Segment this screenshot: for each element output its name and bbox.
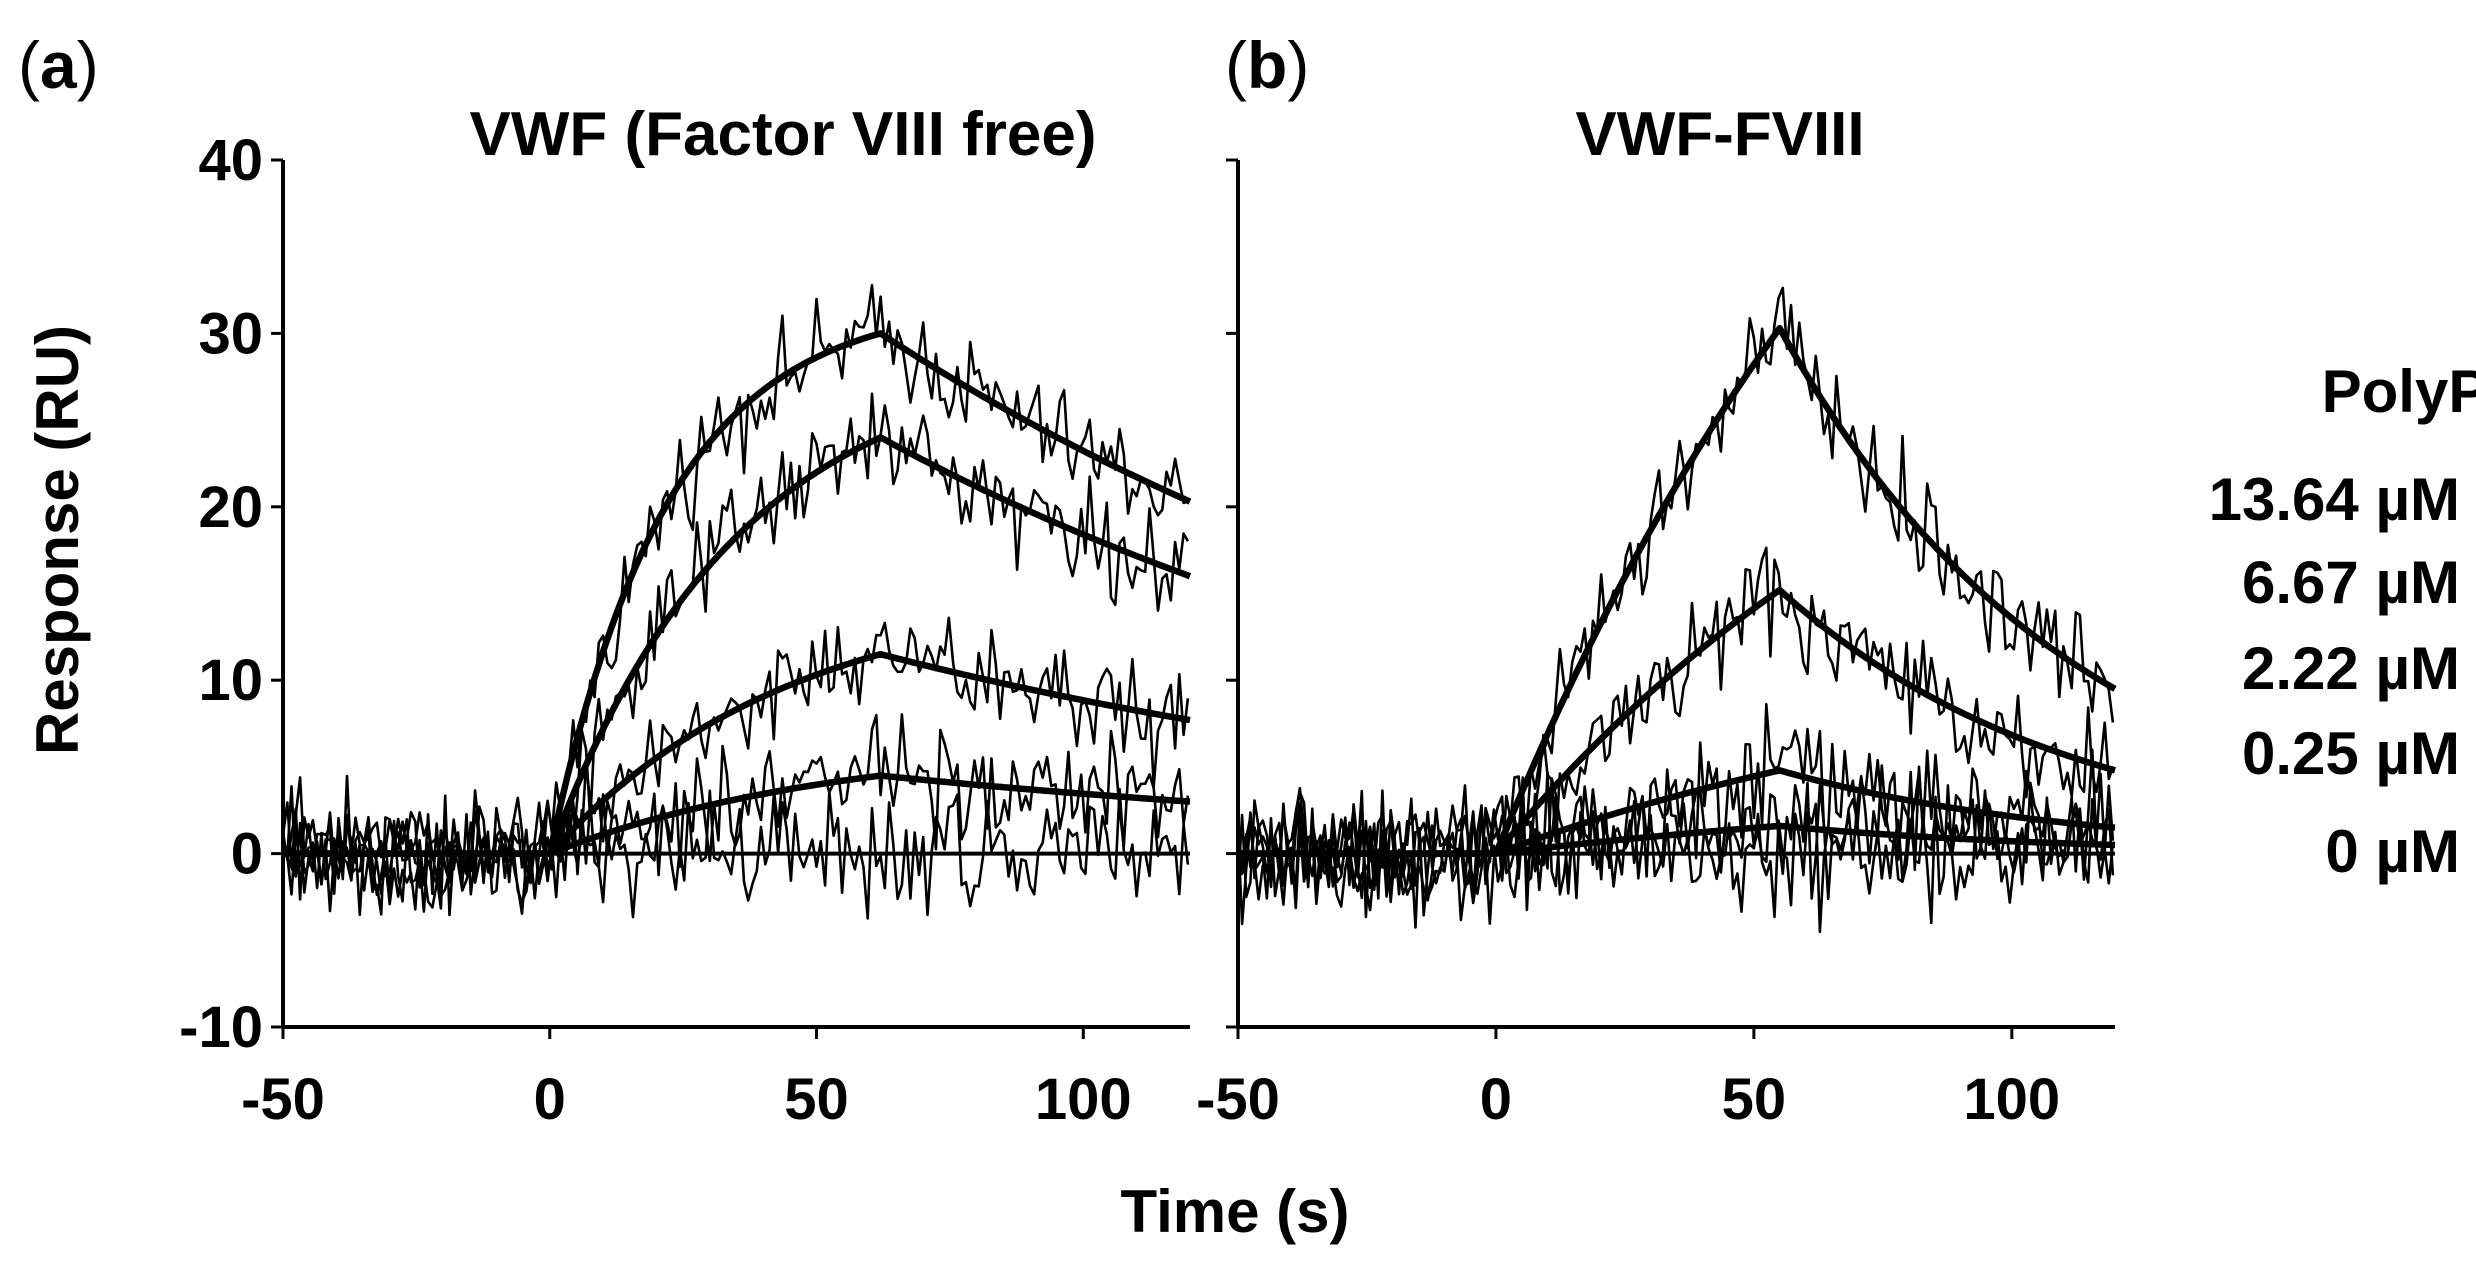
x-tick-label: 0 [1480, 1067, 1512, 1132]
y-tick-label: 0 [231, 822, 263, 887]
raw-trace-13-64-m [281, 283, 1189, 913]
x-tick-label: -50 [241, 1067, 325, 1132]
raw-trace-0-25-m [1236, 764, 2115, 908]
x-tick-label: 50 [1722, 1067, 1787, 1132]
panel-b-raw-traces [1236, 286, 2115, 934]
raw-trace-0-m [281, 787, 1190, 920]
x-tick-label: 100 [1035, 1067, 1132, 1132]
x-tick-label: 0 [534, 1067, 566, 1132]
y-tick-label: 40 [198, 128, 263, 193]
y-tick-label: 30 [198, 301, 263, 366]
panel-b: (b) VWF-FVIII -50 0 50 100 [1196, 28, 2117, 1132]
x-tick-label: -50 [1196, 1067, 1280, 1132]
x-axis-title: Time (s) [1121, 1178, 1350, 1245]
legend-item-2-22: 2.22 µM [2242, 635, 2460, 702]
panel-b-ticks: -50 0 50 100 [1196, 158, 2060, 1132]
x-tick-label: 50 [784, 1067, 849, 1132]
panel-a-label: (a) [18, 28, 99, 102]
legend-item-0-25: 0.25 µM [2242, 720, 2460, 787]
panel-a-title: VWF (Factor VIII free) [470, 100, 1097, 169]
y-tick-label: -10 [179, 995, 263, 1060]
y-axis-title: Response (RU) [24, 325, 91, 755]
panel-b-label: (b) [1225, 28, 1309, 102]
raw-trace-6-67-m [281, 392, 1190, 909]
panel-a-ticks: -10 0 10 20 30 40 -50 0 50 100 [179, 128, 1132, 1132]
panel-a-raw-traces [281, 283, 1190, 920]
raw-trace-0-m [1237, 777, 2115, 934]
panel-b-title: VWF-FVIII [1575, 100, 1864, 169]
legend-item-13-64: 13.64 µM [2209, 466, 2460, 533]
legend-item-6-67: 6.67 µM [2242, 549, 2460, 616]
legend-title: PolyP [2322, 358, 2476, 425]
x-tick-label: 100 [1963, 1067, 2060, 1132]
y-tick-label: 10 [198, 648, 263, 713]
legend: PolyP 13.64 µM 6.67 µM 2.22 µM 0.25 µM 0… [2209, 358, 2476, 885]
panel-a: (a) VWF (Factor VIII free) -10010203040-… [18, 28, 1192, 1132]
y-tick-label: 20 [198, 475, 263, 540]
legend-item-0: 0 µM [2325, 818, 2460, 885]
